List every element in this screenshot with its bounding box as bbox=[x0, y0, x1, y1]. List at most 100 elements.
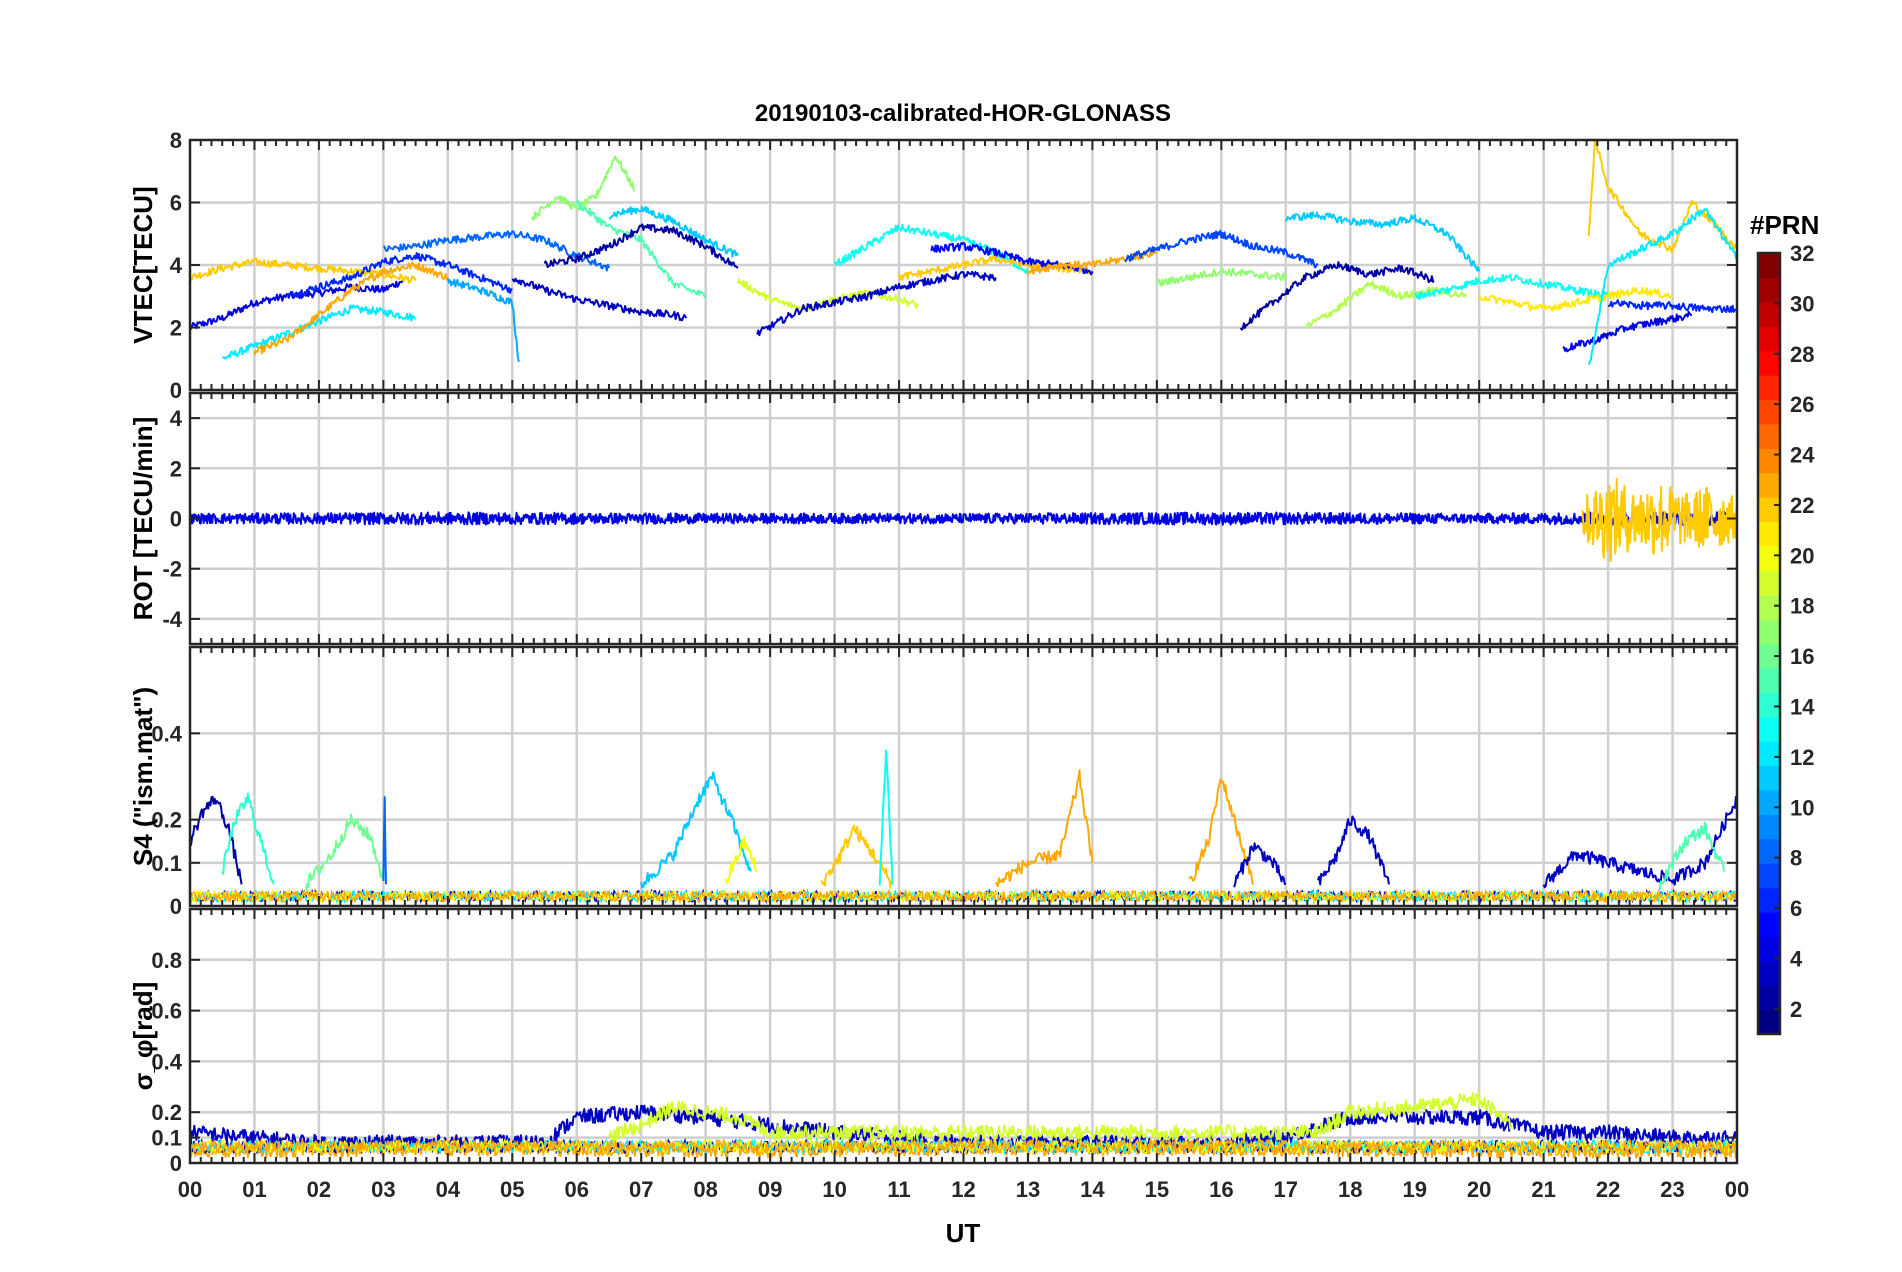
x-tick-label: 20 bbox=[1467, 1177, 1491, 1202]
series-line-prn-21 bbox=[1478, 286, 1673, 312]
data-lines bbox=[190, 477, 1737, 562]
panel-rot: -4 -2 0 2 4 ROT [TECU/min] bbox=[128, 391, 1739, 646]
y-tick-label: 6 bbox=[170, 191, 182, 216]
x-tick-label: 05 bbox=[500, 1177, 524, 1202]
y-axis-label-s4: S4 ("ism.mat") bbox=[128, 687, 158, 866]
series-line-prn-23 bbox=[253, 261, 449, 356]
series-line-prn-3 bbox=[1233, 842, 1287, 888]
y-tick-label: 0 bbox=[170, 507, 182, 532]
colorbar-segment bbox=[1758, 497, 1780, 523]
colorbar-segment bbox=[1758, 448, 1780, 474]
series-line-prn-6 bbox=[1607, 299, 1737, 314]
x-tick-label: 03 bbox=[371, 1177, 395, 1202]
colorbar-segment bbox=[1758, 375, 1780, 401]
y-tick-label: 0.1 bbox=[151, 851, 182, 876]
x-tick-label: 19 bbox=[1402, 1177, 1426, 1202]
colorbar-segment bbox=[1758, 863, 1780, 889]
x-tick-label: 18 bbox=[1338, 1177, 1362, 1202]
y-tick-label: 0.4 bbox=[151, 1049, 182, 1074]
series-line-prn-7 bbox=[1124, 229, 1319, 269]
colorbar-segment bbox=[1758, 1009, 1780, 1035]
series-line-prn-23 bbox=[994, 769, 1094, 888]
x-tick-label: 00 bbox=[178, 1177, 202, 1202]
colorbar-tick-label: 28 bbox=[1790, 342, 1814, 367]
colorbar-segment bbox=[1758, 936, 1780, 962]
x-tick-label: 09 bbox=[758, 1177, 782, 1202]
y-tick-label: 0.2 bbox=[151, 1100, 182, 1125]
colorbar-tick-label: 18 bbox=[1790, 594, 1814, 619]
series-line-prn-14 bbox=[221, 792, 275, 885]
x-tick-label: 22 bbox=[1596, 1177, 1620, 1202]
colorbar-title: #PRN bbox=[1750, 210, 1819, 240]
series-line-prn-3 bbox=[756, 270, 997, 337]
x-tick-label: 11 bbox=[887, 1177, 910, 1202]
colorbar-segment bbox=[1758, 594, 1780, 620]
series-line-prn-8 bbox=[382, 796, 387, 885]
colorbar-tick-label: 10 bbox=[1790, 795, 1814, 820]
colorbar-segment bbox=[1758, 253, 1780, 279]
series-line-prn-20 bbox=[724, 835, 758, 885]
y-tick-label: 4 bbox=[170, 253, 183, 278]
series-line-prn-12 bbox=[222, 304, 417, 360]
x-axis-label: UT bbox=[946, 1218, 981, 1248]
y-tick-label: 2 bbox=[170, 456, 182, 481]
chart-title: 20190103-calibrated-HOR-GLONASS bbox=[755, 100, 1171, 127]
y-axis-label-rot: ROT [TECU/min] bbox=[128, 417, 158, 621]
y-tick-label: 0.2 bbox=[151, 808, 182, 833]
y-axis-label-sigma_phi: σ_φ[rad] bbox=[128, 982, 158, 1091]
series-line-prn-15 bbox=[1658, 821, 1726, 891]
x-tick-label: 23 bbox=[1660, 1177, 1684, 1202]
series-line-prn-15 bbox=[575, 199, 707, 298]
colorbar-tick-label: 20 bbox=[1790, 543, 1814, 568]
series-line-prn-4 bbox=[190, 510, 1737, 527]
colorbar-segment bbox=[1758, 960, 1780, 986]
colorbar-segment bbox=[1758, 838, 1780, 864]
colorbar-tick-label: 8 bbox=[1790, 846, 1802, 871]
series-line-prn-2 bbox=[543, 223, 739, 269]
series-line-prn-11 bbox=[608, 206, 739, 258]
y-tick-label: 0 bbox=[170, 894, 182, 919]
series-line-prn-17 bbox=[1155, 267, 1287, 287]
y-tick-label: 2 bbox=[170, 316, 182, 341]
x-tick-label: 02 bbox=[307, 1177, 331, 1202]
colorbar-segment bbox=[1758, 985, 1780, 1011]
x-tick-label: 10 bbox=[822, 1177, 846, 1202]
y-axis-label-vtec: VTEC[TECU] bbox=[128, 186, 158, 343]
colorbar-tick-label: 22 bbox=[1790, 493, 1814, 518]
x-tick-label: 17 bbox=[1274, 1177, 1298, 1202]
series-line-prn-12 bbox=[1587, 208, 1737, 365]
series-line-prn-3 bbox=[511, 277, 688, 322]
colorbar-tick-label: 26 bbox=[1790, 392, 1814, 417]
y-tick-label: 8 bbox=[170, 128, 182, 153]
y-tick-label: 4 bbox=[170, 406, 183, 431]
colorbar-segment bbox=[1758, 814, 1780, 840]
panel-sigma_phi: 00.10.2 0.4 0.6 0.8 σ_φ[rad] bbox=[128, 907, 1739, 1176]
x-tick-label: 16 bbox=[1209, 1177, 1233, 1202]
y-tick-label: -4 bbox=[162, 607, 182, 632]
colorbar-segment bbox=[1758, 716, 1780, 742]
y-tick-label: 0.4 bbox=[151, 721, 182, 746]
x-tick-label: 13 bbox=[1016, 1177, 1040, 1202]
x-tick-label: 21 bbox=[1531, 1177, 1555, 1202]
colorbar-segment bbox=[1758, 326, 1780, 352]
colorbar-segment bbox=[1758, 277, 1780, 303]
series-line-prn-3 bbox=[1317, 815, 1390, 886]
colorbar-segment bbox=[1758, 570, 1780, 596]
x-tick-label: 07 bbox=[629, 1177, 653, 1202]
y-tick-label: 0.6 bbox=[151, 999, 182, 1024]
colorbar-segment bbox=[1758, 545, 1780, 571]
panel-vtec: 0 2 4 6 8 VTEC[TECU] bbox=[128, 128, 1739, 403]
colorbar-tick-label: 32 bbox=[1790, 241, 1814, 266]
grid bbox=[190, 140, 1737, 390]
series-line-prn-17 bbox=[530, 155, 636, 221]
colorbar-segment bbox=[1758, 619, 1780, 645]
x-tick-label: 15 bbox=[1145, 1177, 1169, 1202]
series-line-prn-2 bbox=[190, 795, 243, 885]
series-line-prn-6 bbox=[285, 252, 513, 299]
series-line-prn-19 bbox=[608, 1092, 1513, 1145]
series-line-prn-11 bbox=[1284, 211, 1481, 272]
colorbar-segment bbox=[1758, 911, 1780, 937]
series-line-prn-22 bbox=[1581, 477, 1737, 562]
y-tick-label: 0 bbox=[170, 378, 182, 403]
